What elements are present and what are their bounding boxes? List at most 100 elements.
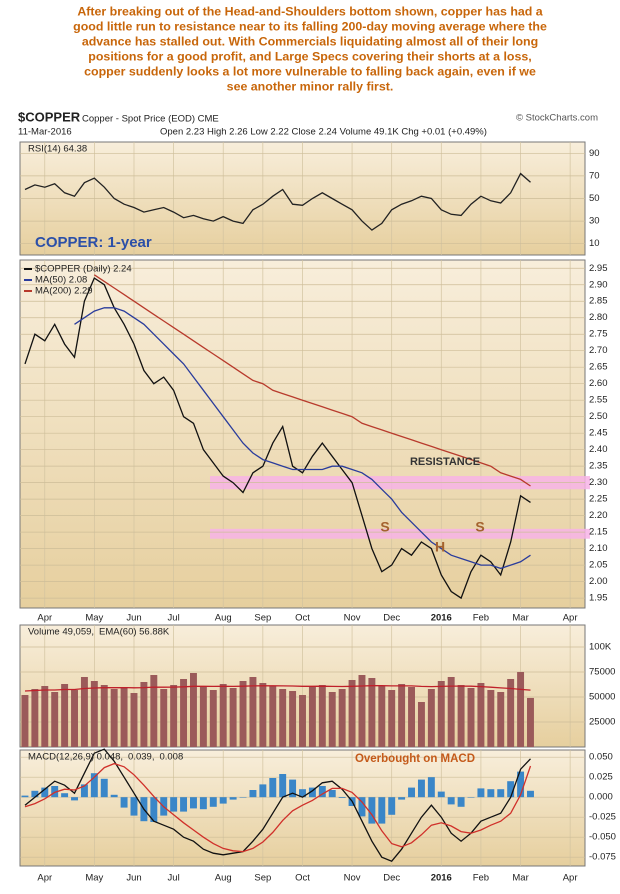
bar [90,681,98,747]
bar [318,786,326,798]
x-tick-label: Apr [37,613,52,624]
bar [21,695,29,747]
bar [80,784,88,798]
bar [239,681,247,747]
x-tick-label: Apr [563,613,578,624]
y-tick-label: 70 [589,170,600,181]
bar [51,786,59,798]
bar [21,795,29,798]
y-tick-label: 2.45 [589,428,608,439]
chart-title: COPPER: 1-year [35,234,152,251]
bar [497,692,505,747]
bar [477,788,485,798]
bar [219,684,227,747]
bar [150,675,158,747]
legend-label: $COPPER (Daily) 2.24 [35,264,132,275]
bar [507,679,515,747]
y-tick-label: 30 [589,216,600,227]
x-tick-label: May [85,873,103,884]
y-tick-label: 50000 [589,692,615,703]
y-tick-label: 2.55 [589,395,608,406]
bar [229,688,237,747]
y-tick-label: 1.95 [589,593,608,604]
y-tick-label: -0.025 [589,812,616,823]
bar [299,789,306,798]
y-tick-label: 2.75 [589,329,608,340]
bar [51,692,59,747]
legend-label: MACD(12,26,9) 0.048, [28,752,123,763]
y-tick-label: 2.85 [589,296,608,307]
x-tick-label: Oct [295,873,310,884]
annotation: RESISTANCE [410,456,480,468]
bar [348,680,356,747]
x-tick-label: Nov [344,873,361,884]
x-tick-label: 2016 [431,873,452,884]
bar [437,791,445,798]
y-tick-label: 75000 [589,667,615,678]
bar [140,682,148,747]
caption-line: advance has stalled out. With Commercial… [82,34,538,48]
bar [299,695,306,747]
bar [497,789,505,798]
caption-line: positions for a good profit, and Large S… [88,49,531,63]
caption-line: good little run to resistance near to it… [73,19,547,33]
x-tick-label: Jun [126,613,141,624]
y-tick-label: 2.30 [589,477,608,488]
bar [269,778,277,798]
caption-line: see another minor rally first. [227,79,394,93]
x-tick-label: Dec [383,873,400,884]
y-tick-label: -0.050 [589,832,616,843]
bar [477,683,485,747]
y-tick-label: -0.075 [589,852,616,863]
bar [279,774,287,798]
bar [388,690,396,747]
x-tick-label: Apr [37,873,52,884]
x-tick-label: Mar [512,613,528,624]
y-tick-label: 2.00 [589,576,608,587]
y-tick-label: 2.35 [589,461,608,472]
series-line [93,274,531,487]
bar [527,790,534,798]
bar [150,797,158,822]
bar [408,687,416,747]
bar [41,787,49,798]
resistance-band [210,528,590,539]
y-tick-label: 2.40 [589,444,608,455]
bar [487,789,495,798]
y-tick-label: 0.025 [589,772,613,783]
bar [358,797,366,817]
bar [100,778,108,798]
bar [239,797,247,798]
bar [427,689,435,747]
bar [487,690,495,747]
y-tick-label: 2.70 [589,345,608,356]
bar [71,797,78,801]
x-tick-label: Jun [126,873,141,884]
bar [31,790,39,798]
bar [229,797,237,800]
bar [388,797,396,815]
y-tick-label: 90 [589,148,600,159]
series-line [24,685,531,692]
bar [408,787,416,798]
bar [328,790,336,798]
source: © StockCharts.com [516,113,598,124]
bar [209,690,217,747]
annotation: S [475,519,484,535]
y-tick-label: 2.60 [589,378,608,389]
bar [61,684,69,747]
annotation: S [380,519,389,535]
quote: Open 2.23 High 2.26 Low 2.22 Close 2.24 … [160,127,487,138]
bar [61,793,69,798]
bar [378,686,386,747]
x-tick-label: Oct [295,613,310,624]
x-tick-label: Aug [215,613,232,624]
bar [457,797,465,807]
y-tick-label: 10 [589,238,600,249]
bar [308,787,316,798]
bar [338,689,346,747]
legend-label: Volume 49,059, [28,627,94,638]
caption-line: After breaking out of the Head-and-Shoul… [77,4,542,18]
bar [180,797,188,812]
y-tick-label: 2.25 [589,494,608,505]
